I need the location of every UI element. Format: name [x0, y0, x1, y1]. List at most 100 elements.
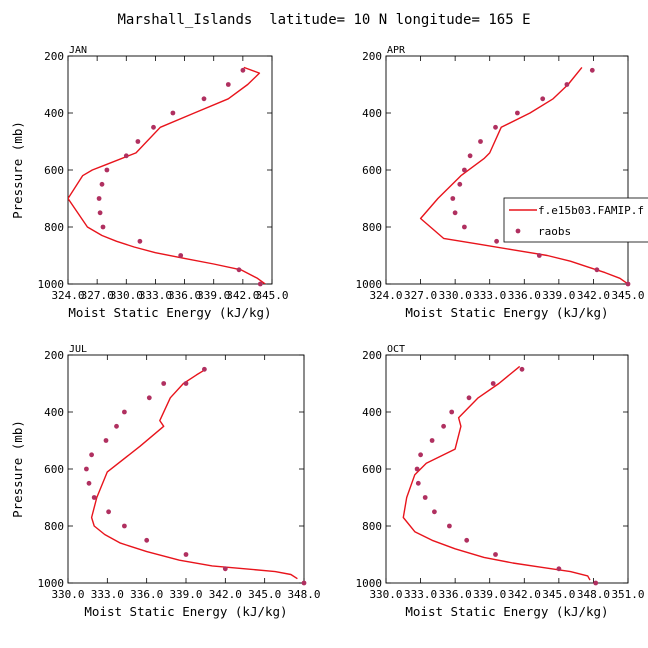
plot-frame [67, 55, 273, 285]
raobs-point [418, 452, 423, 458]
x-tick-label: 345.0 [611, 289, 644, 302]
x-tick-label: 339.0 [473, 588, 506, 601]
model-profile-line [90, 368, 298, 580]
raobs-point [490, 381, 496, 386]
raobs-point [515, 110, 520, 116]
x-tick-label: 339.0 [542, 289, 575, 302]
raobs-point [414, 466, 420, 472]
raobs-point [89, 452, 94, 458]
x-axis-label: Moist Static Energy (kJ/kg) [68, 305, 271, 320]
legend-obs-label: raobs [538, 225, 571, 238]
raobs-point [593, 580, 599, 586]
raobs-point [452, 210, 458, 216]
y-axis-label: Pressure (mb) [10, 420, 25, 518]
x-tick-label: 330.0 [51, 588, 84, 601]
raobs-point [122, 409, 127, 415]
y-tick-label: 1000 [356, 577, 383, 590]
raobs-point [144, 537, 150, 543]
legend-box [503, 197, 648, 243]
raobs-point [478, 139, 483, 144]
raobs-point [178, 253, 184, 258]
page-title: Marshall_Islands latitude= 10 N longitud… [117, 12, 530, 28]
x-tick-label: 324.0 [51, 289, 84, 302]
y-tick-label: 800 [44, 520, 64, 533]
raobs-point [222, 566, 228, 572]
raobs-point [449, 409, 455, 415]
raobs-point [240, 67, 246, 73]
x-tick-label: 333.0 [404, 588, 437, 601]
y-tick-label: 1000 [38, 278, 65, 291]
raobs-point [100, 224, 106, 230]
x-tick-label: 330.0 [369, 588, 402, 601]
y-tick-label: 1000 [356, 278, 383, 291]
x-tick-label: 330.0 [439, 289, 472, 302]
x-axis-label: Moist Static Energy (kJ/kg) [405, 604, 608, 619]
raobs-point [415, 480, 421, 486]
x-axis-label: Moist Static Energy (kJ/kg) [84, 604, 287, 619]
x-tick-label: 342.0 [209, 588, 242, 601]
x-tick-label: 324.0 [369, 289, 402, 302]
x-tick-label: 336.0 [130, 588, 163, 601]
legend-model-label: f.e15b03.FAMIP.f [538, 204, 644, 217]
y-tick-label: 1000 [38, 577, 65, 590]
model-profile-line [419, 66, 628, 284]
x-tick-label: 333.0 [473, 289, 506, 302]
panel-label: JUL [69, 344, 87, 355]
raobs-point [183, 381, 189, 386]
raobs-point [462, 224, 467, 230]
raobs-point [536, 253, 542, 258]
raobs-point [493, 124, 498, 130]
chart-panels: JAN324.0327.0330.0333.0336.0339.0342.034… [10, 45, 645, 619]
y-tick-label: 200 [362, 50, 382, 63]
panel-oct: OCT 330.0 333.0 336.0 339.0 342.0 345.0 348.0 35… [356, 344, 645, 619]
y-tick-label: 600 [44, 164, 64, 177]
raobs-point [97, 210, 103, 216]
x-tick-label: 345.0 [255, 289, 288, 302]
y-tick-label: 400 [362, 107, 382, 120]
x-tick-label: 348.0 [577, 588, 610, 601]
plot-frame [67, 354, 305, 584]
raobs-point [589, 67, 595, 73]
x-tick-label: 345.0 [542, 588, 575, 601]
x-tick-label: 333.0 [139, 289, 172, 302]
raobs-point [161, 381, 167, 386]
x-tick-label: 336.0 [508, 289, 541, 302]
model-profile-line [402, 365, 591, 581]
raobs-point [494, 238, 499, 244]
model-profile-line [68, 66, 266, 284]
raobs-point [151, 124, 156, 130]
raobs-point [466, 395, 472, 401]
x-tick-label: 327.0 [81, 289, 114, 302]
panel-label: OCT [387, 344, 405, 355]
raobs-point [114, 423, 119, 429]
x-tick-label: 345.0 [248, 588, 281, 601]
raobs-point [429, 438, 435, 443]
y-tick-label: 600 [362, 463, 382, 476]
raobs-point [450, 196, 456, 201]
x-tick-label: 339.0 [169, 588, 202, 601]
raobs-point [96, 196, 102, 201]
raobs-point [301, 580, 307, 586]
raobs-point [519, 366, 525, 372]
raobs-point [540, 96, 546, 102]
plot-frame [385, 354, 629, 584]
raobs-point [86, 480, 92, 486]
legend-obs-dot-swatch [515, 228, 521, 234]
plot-frame [385, 55, 629, 285]
panel-apr: APR 324.0 327.0 330.0 333.0 336.0 339.0 342.0 34… [356, 45, 645, 320]
y-tick-label: 800 [362, 520, 382, 533]
x-tick-label: 336.0 [439, 588, 472, 601]
raobs-point [201, 96, 207, 102]
raobs-point [464, 537, 470, 543]
raobs-point [137, 238, 143, 244]
y-tick-label: 200 [362, 349, 382, 362]
raobs-point [135, 139, 141, 144]
raobs-point [123, 153, 129, 159]
raobs-point [202, 366, 207, 372]
y-axis-label: Pressure (mb) [10, 121, 25, 219]
raobs-point [594, 267, 600, 273]
x-tick-label: 336.0 [168, 289, 201, 302]
raobs-point [462, 167, 467, 173]
x-tick-label: 339.0 [197, 289, 230, 302]
x-axis-label: Moist Static Energy (kJ/kg) [405, 305, 608, 320]
